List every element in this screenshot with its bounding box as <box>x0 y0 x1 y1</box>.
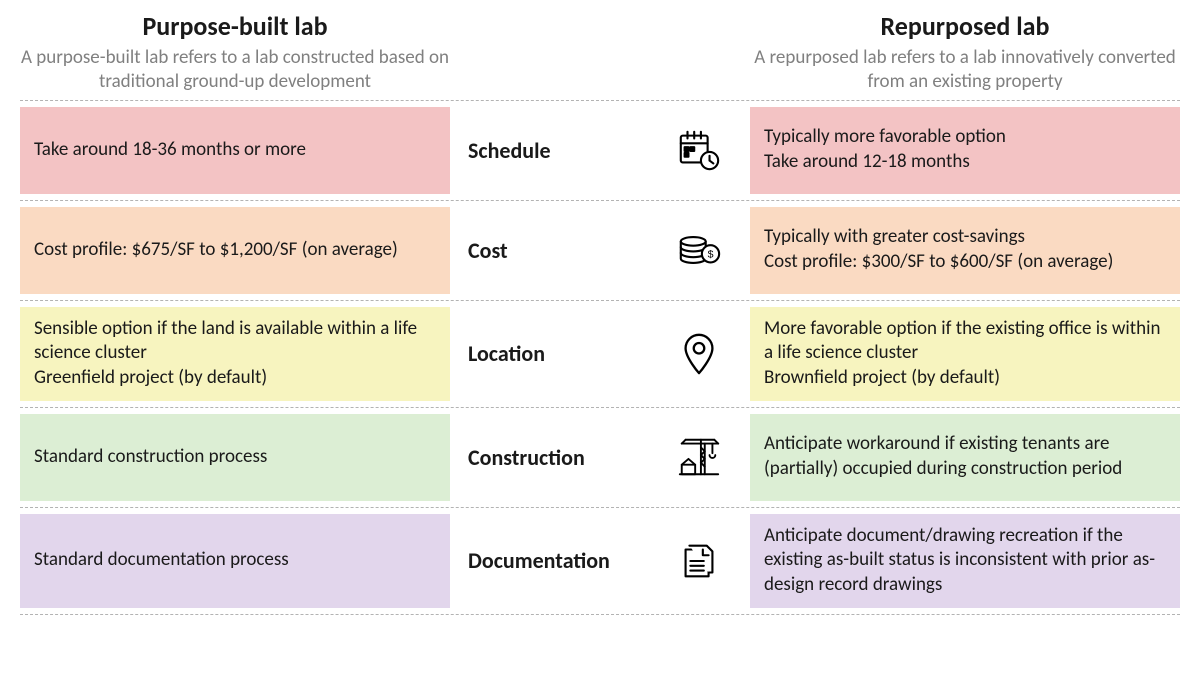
row-documentation: Standard documentation process Documenta… <box>20 507 1180 615</box>
svg-text:$: $ <box>708 249 714 261</box>
left-cell-schedule: Take around 18-36 months or more <box>20 107 450 194</box>
left-subtitle: A purpose-built lab refers to a lab cons… <box>20 46 450 94</box>
cell-text: Greenfield project (by default) <box>34 366 436 391</box>
header-right: Repurposed lab A repurposed lab refers t… <box>750 10 1180 94</box>
left-cell-location: Sensible option if the land is available… <box>20 307 450 401</box>
cell-text: Take around 12-18 months <box>764 150 1166 175</box>
cell-text: Sensible option if the land is available… <box>34 317 436 366</box>
middle-documentation: Documentation <box>450 514 750 608</box>
cell-text: Typically more favorable option <box>764 125 1166 150</box>
cell-text: Cost profile: $675/SF to $1,200/SF (on a… <box>34 238 436 263</box>
row-location: Sensible option if the land is available… <box>20 300 1180 407</box>
right-cell-schedule: Typically more favorable option Take aro… <box>750 107 1180 194</box>
right-cell-location: More favorable option if the existing of… <box>750 307 1180 401</box>
cell-text: Anticipate workaround if existing tenant… <box>764 432 1166 481</box>
label-location: Location <box>468 340 545 367</box>
header-row: Purpose-built lab A purpose-built lab re… <box>20 10 1180 94</box>
coins-icon: $ <box>676 227 722 273</box>
right-cell-documentation: Anticipate document/drawing recreation i… <box>750 514 1180 608</box>
row-cost: Cost profile: $675/SF to $1,200/SF (on a… <box>20 200 1180 300</box>
left-cell-construction: Standard construction process <box>20 414 450 501</box>
comparison-table: Purpose-built lab A purpose-built lab re… <box>0 0 1200 615</box>
row-schedule: Take around 18-36 months or more Schedul… <box>20 100 1180 200</box>
right-subtitle: A repurposed lab refers to a lab innovat… <box>750 46 1180 94</box>
middle-location: Location <box>450 307 750 401</box>
calendar-clock-icon <box>676 127 722 173</box>
right-cell-construction: Anticipate workaround if existing tenant… <box>750 414 1180 501</box>
label-schedule: Schedule <box>468 137 551 164</box>
cell-text: Brownfield project (by default) <box>764 366 1166 391</box>
middle-cost: Cost $ <box>450 207 750 294</box>
cell-text: Cost profile: $300/SF to $600/SF (on ave… <box>764 250 1166 275</box>
crane-icon <box>676 434 722 480</box>
cell-text: Standard documentation process <box>34 548 436 573</box>
cell-text: More favorable option if the existing of… <box>764 317 1166 366</box>
left-cell-documentation: Standard documentation process <box>20 514 450 608</box>
right-title: Repurposed lab <box>750 10 1180 42</box>
label-documentation: Documentation <box>468 547 610 574</box>
cell-text: Standard construction process <box>34 445 436 470</box>
right-cell-cost: Typically with greater cost-savings Cost… <box>750 207 1180 294</box>
header-left: Purpose-built lab A purpose-built lab re… <box>20 10 450 94</box>
cell-text: Typically with greater cost-savings <box>764 225 1166 250</box>
label-cost: Cost <box>468 237 508 264</box>
pin-icon <box>676 331 722 377</box>
rows-container: Take around 18-36 months or more Schedul… <box>20 100 1180 615</box>
left-title: Purpose-built lab <box>20 10 450 42</box>
middle-construction: Construction <box>450 414 750 501</box>
left-cell-cost: Cost profile: $675/SF to $1,200/SF (on a… <box>20 207 450 294</box>
middle-schedule: Schedule <box>450 107 750 194</box>
cell-text: Take around 18-36 months or more <box>34 138 436 163</box>
documents-icon <box>676 538 722 584</box>
cell-text: Anticipate document/drawing recreation i… <box>764 524 1166 598</box>
row-construction: Standard construction process Constructi… <box>20 407 1180 507</box>
label-construction: Construction <box>468 444 585 471</box>
